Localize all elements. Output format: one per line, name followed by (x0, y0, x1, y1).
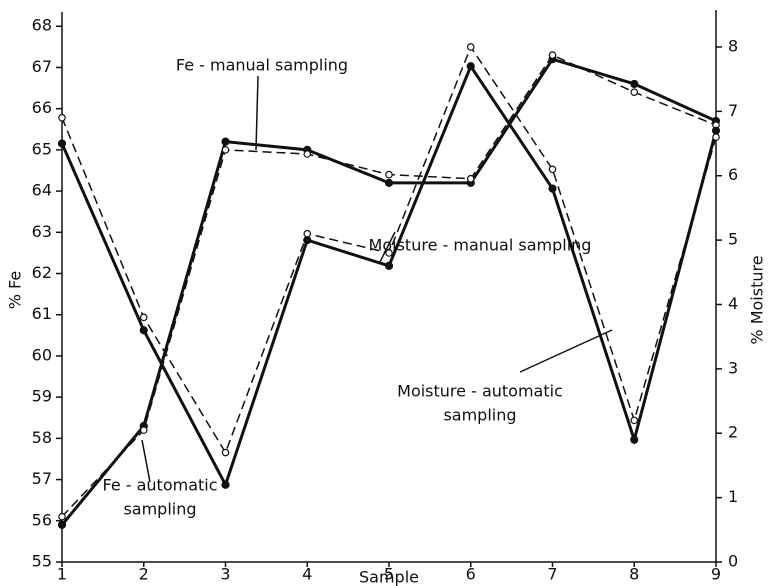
x-axis-label: Sample (359, 568, 419, 586)
annotation: Fe - automatic (102, 476, 217, 495)
data-point (466, 174, 475, 183)
x-tick-label: 6 (466, 565, 476, 584)
data-point (384, 178, 394, 187)
data-point (139, 313, 148, 322)
data-point (58, 113, 66, 122)
y2-tick-label: 1 (728, 487, 738, 506)
x-tick-label: 3 (220, 565, 230, 584)
y-tick-label: 67 (32, 57, 52, 76)
data-point (221, 448, 230, 457)
y2-tick-label: 6 (728, 165, 738, 184)
y2-tick-label: 4 (728, 294, 738, 313)
data-point (548, 51, 557, 59)
y2-tick-label: 0 (728, 552, 738, 571)
y-tick-label: 66 (32, 98, 52, 117)
data-point (303, 150, 312, 158)
data-point (548, 165, 557, 174)
data-point (630, 88, 639, 96)
y-tick-label: 64 (32, 181, 52, 200)
y-tick-label: 61 (32, 304, 52, 323)
data-point (221, 137, 230, 146)
annotation: Moisture - manual sampling (369, 236, 592, 255)
data-point (57, 139, 67, 148)
data-point (58, 512, 66, 521)
data-point (384, 261, 394, 270)
annotation-pointer (255, 75, 259, 151)
x-tick-label: 5 (384, 565, 394, 584)
annotation: sampling (123, 500, 196, 519)
series-line (61, 54, 717, 518)
annotation-pointer (379, 231, 396, 263)
x-tick-label: 2 (139, 565, 149, 584)
annotation: Moisture - automatic (397, 382, 563, 401)
series-line (60, 63, 718, 489)
data-point (630, 79, 639, 89)
y-tick-label: 58 (32, 428, 52, 447)
y-tick-label: 62 (32, 263, 52, 282)
y2-tick-label: 3 (728, 358, 738, 377)
x-tick-label: 7 (547, 565, 557, 584)
series-line (60, 57, 717, 526)
data-point (221, 146, 230, 154)
data-point (466, 43, 475, 51)
y2-tick-label: 2 (728, 423, 738, 442)
annotation: Fe - manual sampling (176, 56, 348, 75)
y-tick-label: 60 (32, 345, 52, 364)
data-point (466, 62, 475, 71)
y-tick-label: 63 (32, 222, 52, 241)
y2-tick-label: 7 (728, 101, 738, 120)
data-point (385, 249, 393, 257)
y2-tick-label: 5 (728, 230, 738, 249)
x-tick-label: 8 (629, 565, 639, 584)
annotation-pointer (141, 439, 151, 483)
x-tick-label: 1 (57, 565, 67, 584)
data-point (303, 229, 312, 238)
data-point (221, 480, 230, 489)
data-point (303, 236, 312, 245)
annotation: sampling (443, 406, 516, 425)
y-axis-label: % Fe (6, 271, 25, 309)
y-tick-label: 65 (32, 139, 52, 158)
y-tick-label: 68 (32, 16, 52, 35)
y2-tick-label: 8 (728, 36, 738, 55)
data-point (385, 170, 393, 179)
annotation-pointer (519, 329, 613, 373)
y-tick-label: 59 (32, 387, 52, 406)
x-tick-label: 4 (302, 565, 312, 584)
x-tick-label: 9 (711, 565, 721, 584)
data-point (630, 416, 639, 425)
data-point (139, 326, 148, 335)
data-point (711, 126, 721, 135)
data-point (57, 520, 67, 530)
data-point (548, 184, 557, 193)
y2-axis-label: % Moisture (748, 255, 767, 344)
y-tick-label: 56 (32, 510, 52, 529)
y-tick-label: 57 (32, 469, 52, 488)
data-point (139, 426, 148, 434)
y-tick-label: 55 (32, 552, 52, 571)
data-point (712, 133, 720, 141)
data-point (630, 435, 639, 444)
